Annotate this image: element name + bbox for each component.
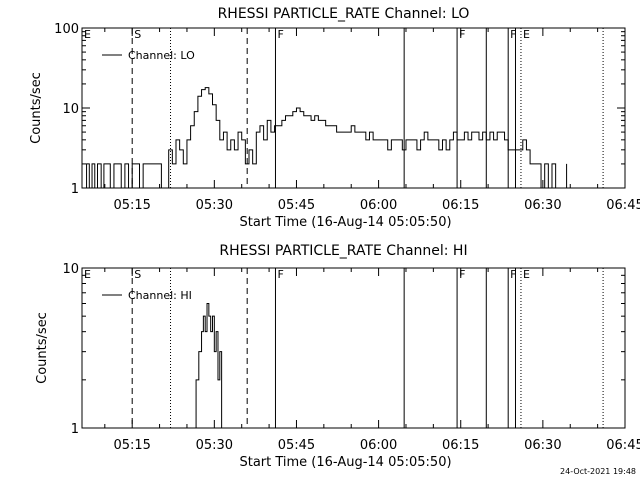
series-line [192,302,224,429]
event-marker-label: F [510,28,516,41]
chart-title: RHESSI PARTICLE_RATE Channel: HI [219,243,467,259]
legend-label: Channel: HI [128,289,192,302]
event-marker-label: E [523,28,530,41]
event-marker-label: E [84,28,91,41]
x-tick-label: 06:30 [524,198,561,213]
x-tick-label: 05:15 [113,438,150,453]
event-marker-label: S [134,268,141,281]
y-tick-label: 10 [62,262,79,277]
chart-panel-1: RHESSI PARTICLE_RATE Channel: HI 05:15 05:… [35,243,640,470]
x-tick-label: 06:45 [606,438,640,453]
x-tick-label: 06:00 [360,198,397,213]
y-axis-label: Counts/sec [35,312,50,384]
x-tick-label: 05:15 [113,198,150,213]
x-axis-label: Start Time (16-Aug-14 05:05:50) [239,455,451,470]
chart-panel-0: RHESSI PARTICLE_RATE Channel: LO 05:15 05:… [29,6,640,230]
x-tick-label: 05:30 [196,198,233,213]
x-tick-label: 06:15 [442,438,479,453]
event-marker-label: F [510,268,516,281]
date-stamp: 24-Oct-2021 19:48 [560,467,636,476]
event-marker-label: E [523,268,530,281]
x-tick-label: 06:00 [360,438,397,453]
event-marker-label: F [459,28,465,41]
series-line [82,87,568,189]
x-tick-label: 06:15 [442,198,479,213]
x-tick-label: 06:45 [606,198,640,213]
legend-label: Channel: LO [128,49,195,62]
x-axis-label: Start Time (16-Aug-14 05:05:50) [239,215,451,230]
y-tick-label: 1 [71,182,79,197]
event-marker-label: E [84,268,91,281]
event-marker-label: F [277,268,283,281]
event-marker-label: F [277,28,283,41]
y-tick-label: 10 [62,102,79,117]
event-marker-label: S [134,28,141,41]
x-tick-label: 05:30 [196,438,233,453]
y-axis-label: Counts/sec [29,72,44,144]
y-tick-label: 100 [54,22,79,37]
x-tick-label: 06:30 [524,438,561,453]
y-tick-label: 1 [71,422,79,437]
x-tick-label: 05:45 [278,438,315,453]
event-marker-label: F [459,268,465,281]
x-tick-label: 05:45 [278,198,315,213]
chart-title: RHESSI PARTICLE_RATE Channel: LO [218,6,470,22]
